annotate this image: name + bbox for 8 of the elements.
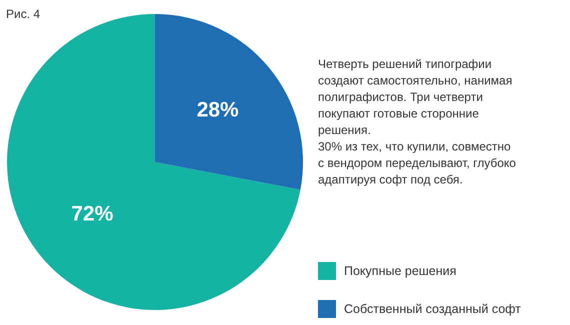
text: 30% из тех, что купили, совместно с вендором переделывают, глубоко адаптируя софт под себя. xyxy=(318,140,516,186)
data-label: 72% xyxy=(71,202,114,226)
legend-label: Собственный созданный софт xyxy=(344,302,522,316)
text: Четверть решений типографии создают самостоятельно, нанимая полиграфистов. Три четверти покупают готовые сторонние решения. xyxy=(318,57,512,137)
data-label: 28% xyxy=(196,98,240,122)
pie-slice xyxy=(155,14,303,190)
legend-label: Покупные решения xyxy=(344,264,456,278)
chart-title: Рис. 4 xyxy=(6,7,40,21)
